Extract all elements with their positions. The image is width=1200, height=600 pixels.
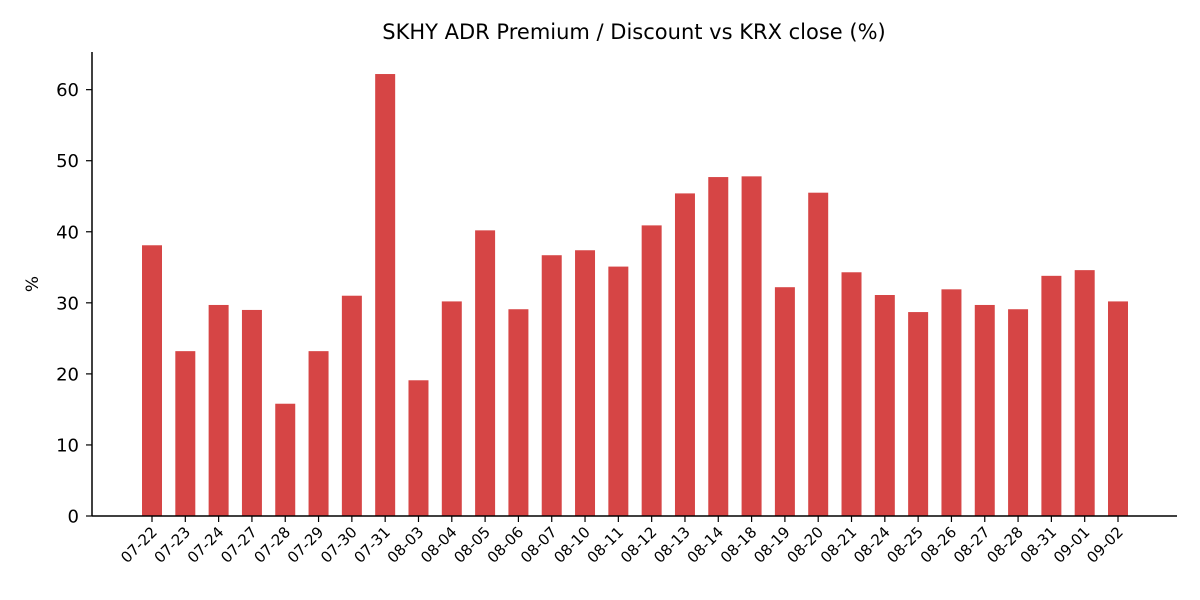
x-tick-label: 08-06 <box>484 523 528 567</box>
bar-07-27 <box>241 309 262 516</box>
x-tick-label: 08-11 <box>584 523 628 567</box>
bar-08-04 <box>441 301 462 516</box>
x-tick-label: 07-23 <box>151 523 195 567</box>
y-axis-label: % <box>23 276 43 292</box>
x-tick-label: 08-14 <box>684 523 728 567</box>
x-tick-label: 08-26 <box>917 523 961 567</box>
y-tick-label: 60 <box>56 80 79 101</box>
bar-09-02 <box>1108 301 1128 516</box>
x-tick-label: 08-10 <box>550 523 594 567</box>
bar-08-26 <box>941 289 962 516</box>
x-tick-label: 08-04 <box>417 523 461 567</box>
y-tick-label: 10 <box>56 435 79 456</box>
x-tick-label: 07-24 <box>184 523 228 567</box>
y-tick-label: 40 <box>56 222 79 243</box>
chart-title: SKHY ADR Premium / Discount vs KRX close… <box>382 20 886 44</box>
bar-08-18 <box>741 176 762 516</box>
x-tick-label: 08-03 <box>384 523 428 567</box>
bar-08-31 <box>1041 275 1062 516</box>
x-tick-label: 07-28 <box>251 523 295 567</box>
bar-07-24 <box>208 304 229 516</box>
bars-group <box>142 74 1128 516</box>
x-tick-label: 07-22 <box>117 523 161 567</box>
x-tick-label: 07-31 <box>350 523 394 567</box>
bar-08-21 <box>841 272 862 516</box>
x-tick-label: 08-07 <box>517 523 561 567</box>
y-tick-label: 50 <box>56 151 79 172</box>
bar-08-25 <box>908 312 929 516</box>
y-axis-ticks: 0 10 20 30 40 50 60 <box>56 80 92 528</box>
bar-08-10 <box>575 250 596 516</box>
x-tick-label: 08-31 <box>1017 523 1061 567</box>
y-tick-label: 20 <box>56 364 79 385</box>
bar-08-28 <box>1008 309 1029 516</box>
y-tick-label: 30 <box>56 293 79 314</box>
bar-09-01 <box>1074 270 1095 516</box>
bar-08-27 <box>974 304 995 516</box>
x-tick-label: 08-28 <box>983 523 1027 567</box>
x-tick-label: 07-27 <box>217 523 261 567</box>
bar-07-22 <box>142 245 162 516</box>
bar-08-07 <box>541 255 562 516</box>
x-tick-label: 08-24 <box>850 523 894 567</box>
bar-08-24 <box>874 295 895 516</box>
bar-08-12 <box>641 225 662 516</box>
x-tick-label: 08-18 <box>717 523 761 567</box>
bar-08-11 <box>608 266 629 516</box>
bar-08-14 <box>708 177 729 516</box>
x-tick-label: 08-21 <box>817 523 861 567</box>
x-tick-label: 09-01 <box>1050 523 1094 567</box>
y-tick-label: 0 <box>68 507 79 528</box>
x-tick-label: 07-29 <box>284 523 328 567</box>
bar-08-13 <box>674 193 695 516</box>
x-axis-ticks: 07-2207-2307-2407-2707-2807-2907-3007-31… <box>117 516 1127 567</box>
bar-07-28 <box>275 403 296 516</box>
bar-07-31 <box>375 74 396 516</box>
bar-08-03 <box>408 380 429 516</box>
x-tick-label: 07-30 <box>317 523 361 567</box>
x-tick-label: 08-25 <box>883 523 927 567</box>
x-tick-label: 09-02 <box>1083 523 1127 567</box>
x-tick-label: 08-20 <box>783 523 827 567</box>
x-tick-label: 08-05 <box>450 523 494 567</box>
x-tick-label: 08-13 <box>650 523 694 567</box>
bar-08-05 <box>475 230 496 516</box>
bar-07-30 <box>341 295 362 516</box>
bar-08-06 <box>508 309 529 516</box>
x-tick-label: 08-27 <box>950 523 994 567</box>
bar-07-29 <box>308 351 329 516</box>
x-tick-label: 08-12 <box>617 523 661 567</box>
bar-07-23 <box>175 351 196 516</box>
bar-08-19 <box>774 287 795 516</box>
x-tick-label: 08-19 <box>750 523 794 567</box>
bar-08-20 <box>808 192 829 516</box>
